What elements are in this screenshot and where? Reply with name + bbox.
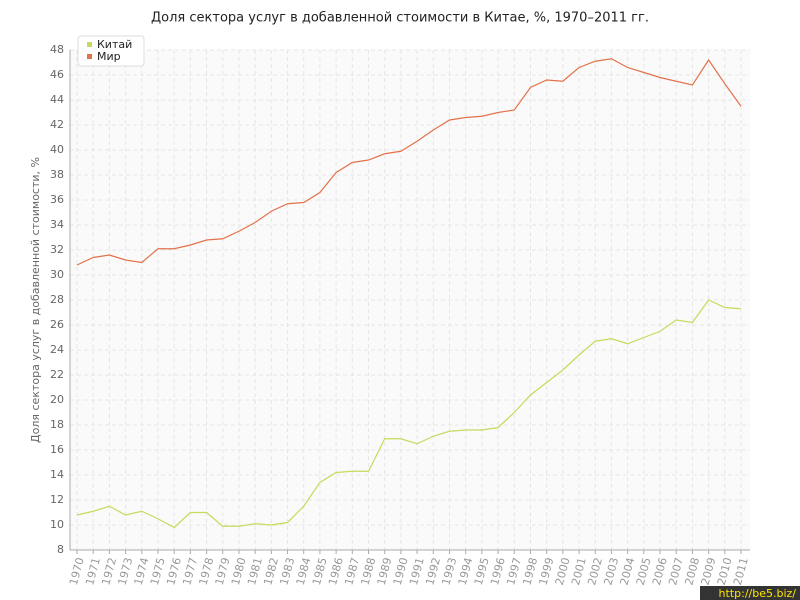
- y-tick-label: 42: [50, 118, 64, 131]
- y-tick-label: 30: [50, 268, 64, 281]
- y-tick-label: 46: [50, 68, 64, 81]
- y-tick-label: 44: [50, 93, 64, 106]
- y-tick-label: 8: [57, 543, 64, 556]
- legend-swatch: [87, 42, 92, 47]
- y-tick-label: 32: [50, 243, 64, 256]
- y-tick-label: 34: [50, 218, 64, 231]
- watermark: http://be5.biz/: [719, 587, 797, 600]
- y-tick-label: 14: [50, 468, 64, 481]
- series-line: [76, 58, 742, 266]
- y-tick-label: 28: [50, 293, 64, 306]
- series-line: [76, 299, 742, 529]
- y-tick-label: 18: [50, 418, 64, 431]
- chart-title: Доля сектора услуг в добавленной стоимос…: [151, 11, 649, 26]
- y-tick-label: 10: [50, 518, 64, 531]
- legend-swatch: [87, 54, 92, 59]
- legend-label: Мир: [97, 50, 121, 63]
- legend-box: [77, 35, 145, 67]
- y-tick-label: 22: [50, 368, 64, 381]
- y-tick-label: 36: [50, 193, 64, 206]
- y-tick-label: 26: [50, 318, 64, 331]
- y-tick-label: 12: [50, 493, 64, 506]
- y-tick-label: 48: [50, 43, 64, 56]
- watermark-bg: [700, 586, 800, 600]
- y-tick-label: 20: [50, 393, 64, 406]
- y-tick-label: 24: [50, 343, 64, 356]
- legend-label: Китай: [97, 38, 132, 51]
- y-tick-label: 16: [50, 443, 64, 456]
- y-axis-label: Доля сектора услуг в добавленной стоимос…: [29, 157, 42, 443]
- y-tick-label: 38: [50, 168, 64, 181]
- y-tick-label: 40: [50, 143, 64, 156]
